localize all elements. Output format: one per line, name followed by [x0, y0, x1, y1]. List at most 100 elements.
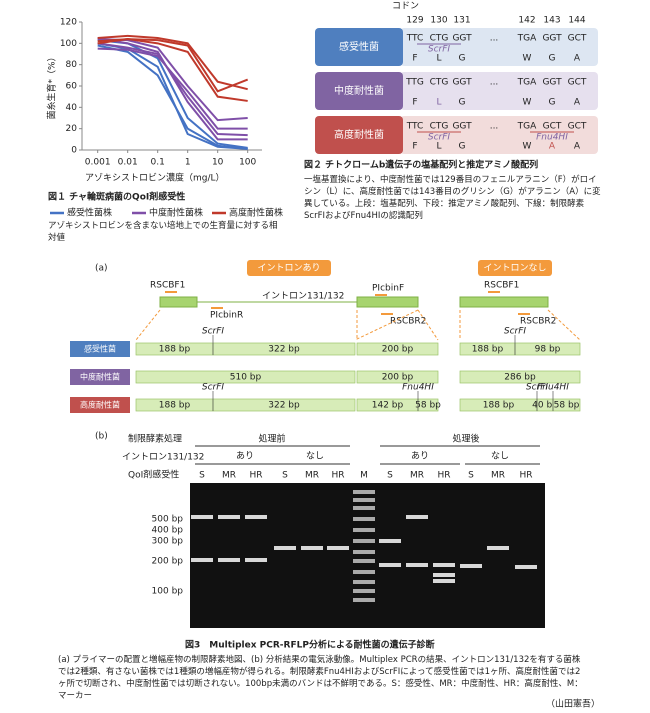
gel-band	[274, 546, 296, 550]
intron-group: なし	[491, 451, 509, 462]
primer-label: RSCBR2	[520, 317, 556, 327]
gel-band	[353, 517, 375, 521]
ellipsis: ...	[490, 78, 499, 88]
codon-number: 142	[518, 16, 535, 26]
legend-label: 中度耐性菌株	[149, 207, 203, 219]
gel	[190, 483, 545, 628]
amino-acid: A	[574, 142, 581, 152]
ellipsis: ...	[490, 122, 499, 132]
amino-acid: A	[549, 142, 556, 152]
series-line	[97, 47, 248, 130]
lane-label: M	[360, 471, 368, 481]
y-tick-label: 40	[66, 103, 78, 113]
primer-label: PIcbinF	[372, 284, 404, 294]
codon: TTC	[406, 34, 424, 44]
size-label: 400 bp	[152, 526, 184, 536]
gel-band	[433, 573, 455, 577]
codon: TGA	[517, 34, 537, 44]
lane-label: S	[387, 471, 393, 481]
enzyme-label: Fnu4HI	[537, 383, 569, 393]
x-tick-label: 10	[212, 158, 224, 168]
gel-band	[433, 563, 455, 567]
y-tick-label: 60	[66, 82, 78, 92]
strain-label: 感受性菌	[339, 40, 379, 53]
gel-band	[353, 559, 375, 563]
gel-band	[460, 564, 482, 568]
primer-label: RSCBF1	[484, 281, 519, 291]
fragment-size: 58 bp	[554, 401, 580, 411]
fragment	[135, 370, 356, 384]
after: 処理後	[452, 433, 479, 445]
amino-acid: G	[459, 54, 466, 64]
gel-band	[353, 589, 375, 593]
amino-acid: L	[436, 142, 441, 152]
y-tick-label: 0	[71, 146, 77, 156]
primer-label: RSCBF1	[150, 281, 185, 291]
strain-box	[315, 28, 403, 66]
fragment-size: 188 bp	[159, 401, 191, 411]
fragment-size: 142 bp	[372, 401, 404, 411]
enzyme-label: ScrFI	[428, 45, 451, 55]
amino-acid: F	[412, 142, 417, 152]
exon	[356, 296, 419, 308]
exon	[159, 296, 198, 308]
gel-band	[353, 570, 375, 574]
x-tick-label: 0.01	[118, 158, 138, 168]
codon-number: 131	[453, 16, 470, 26]
intron-header: イントロン131/132	[122, 453, 204, 463]
amino-acid: L	[436, 54, 441, 64]
amino-acid: F	[412, 98, 417, 108]
gel-band	[191, 515, 213, 519]
figure3-caption: 図3 Multiplex PCR-RFLP分析による耐性菌の遺伝子診断	[185, 639, 435, 651]
gel-band	[353, 528, 375, 532]
guide	[417, 309, 439, 341]
codon: CTG	[430, 34, 449, 44]
codon: GGT	[452, 122, 472, 132]
codon: GGT	[542, 34, 562, 44]
codon: GGT	[542, 78, 562, 88]
strain-box	[70, 397, 130, 413]
gel-band	[218, 515, 240, 519]
gel-band	[353, 580, 375, 584]
sensitivity-header: QoI剤感受性	[128, 469, 179, 481]
fragment-size: 98 bp	[535, 345, 561, 355]
amino-acid: W	[523, 54, 532, 64]
gel-band	[191, 558, 213, 562]
enzyme-label: Fnu4HI	[402, 383, 434, 393]
y-tick-label: 120	[60, 18, 77, 28]
badge	[478, 260, 552, 276]
badge	[247, 260, 331, 276]
gel-band	[218, 558, 240, 562]
codon-header: コドン	[392, 2, 419, 12]
gel-band	[487, 546, 509, 550]
strain-box	[70, 341, 130, 357]
y-tick-label: 20	[66, 124, 78, 134]
intron-group: なし	[306, 451, 324, 462]
amino-acid: W	[523, 98, 532, 108]
x-tick-label: 0.001	[85, 158, 111, 168]
figure3-description: (a) プライマーの配置と増幅産物の制限酵素地図、(b) 分析結果の電気泳動像。…	[58, 655, 583, 701]
amino-acid: F	[412, 54, 417, 64]
sequence-box	[400, 116, 598, 154]
strain-label: 高度耐性菌	[80, 400, 120, 410]
fragment-size: 510 bp	[230, 373, 262, 383]
enzyme-label: ScrFI	[526, 383, 549, 393]
treatment-header: 制限酵素処理	[128, 433, 182, 445]
figure2-description: 一塩基置換により、中度耐性菌では129番目のフェニルアラニン（F）がロイシン（L…	[304, 175, 601, 221]
gel-band	[379, 539, 401, 543]
guide	[135, 309, 161, 341]
codon: GCT	[568, 122, 587, 132]
lane-label: MR	[222, 471, 236, 481]
gel-band	[353, 550, 375, 554]
amino-acid: G	[459, 142, 466, 152]
codon: TTG	[405, 78, 424, 88]
amino-acid: G	[549, 98, 556, 108]
x-tick-label: 1	[185, 158, 191, 168]
primer-label: RSCBR2	[390, 317, 426, 327]
gel-band	[353, 506, 375, 510]
codon: GCT	[568, 78, 587, 88]
fragment-size: 58 bp	[415, 401, 441, 411]
strain-label: 中度耐性菌	[334, 84, 384, 97]
